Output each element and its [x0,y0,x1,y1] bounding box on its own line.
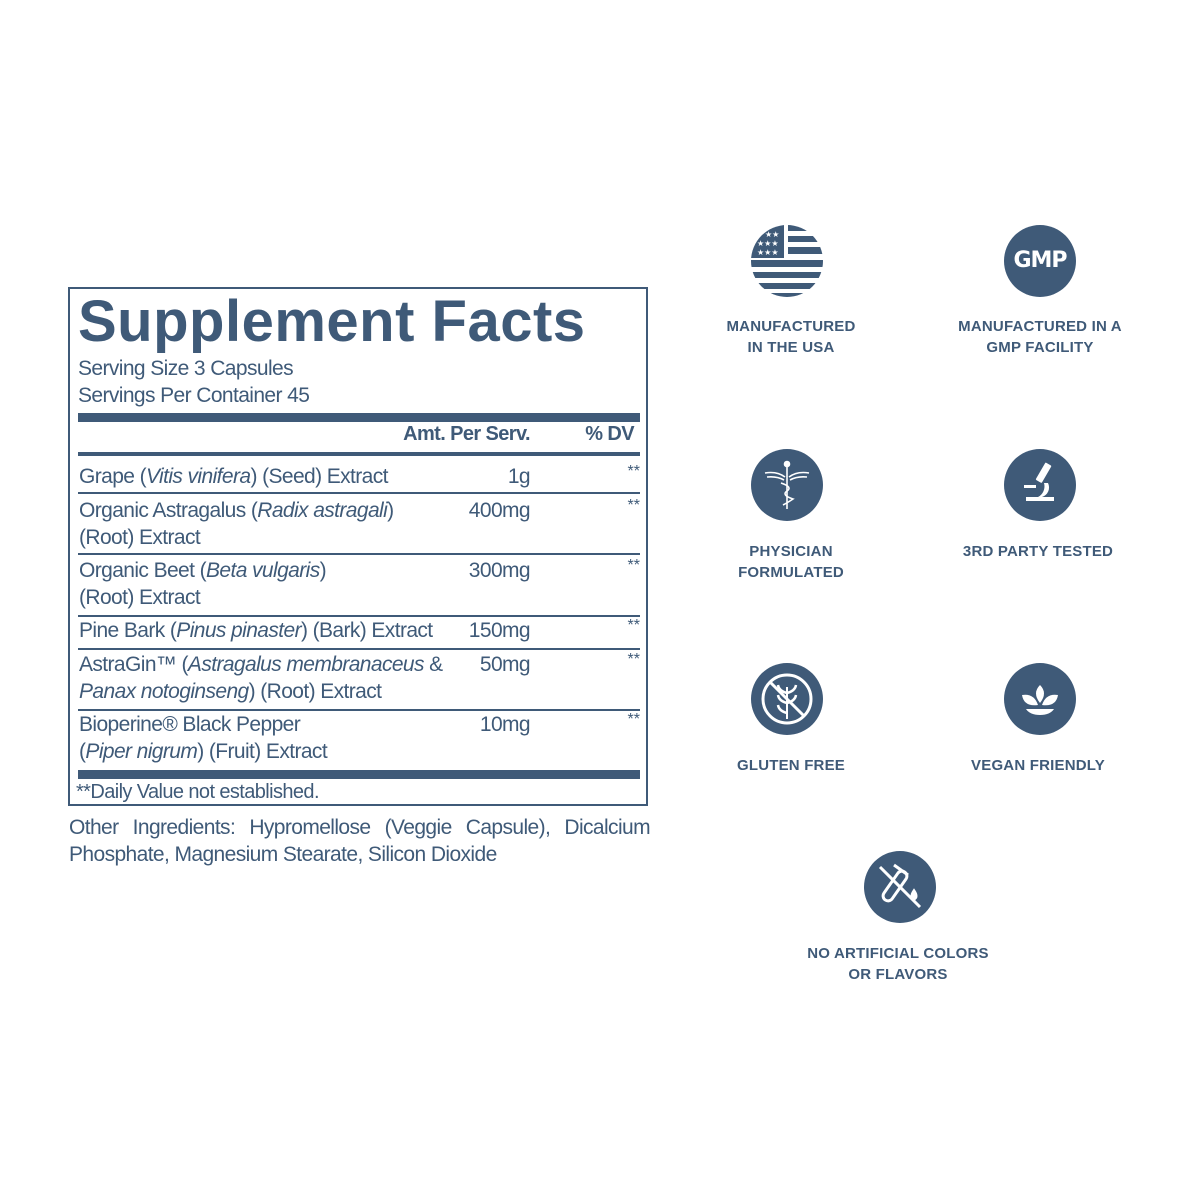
ingredient-dv: ** [627,463,640,480]
ingredient-amount: 300mg [468,559,531,582]
ingredient-name: Bioperine® Black Pepper [79,713,301,736]
panel-title: Supplement Facts [78,289,586,354]
ingredient-dv: ** [627,497,640,514]
caduceus-icon [751,449,823,521]
badge-label-artificial: NO ARTIFICIAL COLORS OR FLAVORS [807,945,989,983]
ingredient-amount: 1g [507,465,531,488]
ingredient-name: Grape (Vitis vinifera) (Seed) Extract [79,465,388,488]
badge-label-vegan: VEGAN FRIENDLY [971,757,1105,774]
row-divider [78,709,640,711]
row-divider [78,648,640,650]
ingredient-amount: 10mg [479,713,531,736]
column-header-dv: % DV [585,423,634,445]
badge-label-usa: MANUFACTURED IN THE USA [726,318,856,356]
svg-text:★★★: ★★★ [757,239,779,248]
ingredient-dv: ** [627,557,640,574]
leaf-icon [1004,663,1076,735]
badge-label-physician: PHYSICIAN FORMULATED [738,543,844,581]
column-header-amount: Amt. Per Serv. [403,423,530,445]
row-divider [78,553,640,555]
row-divider [78,492,640,494]
ingredient-dv: ** [627,711,640,728]
divider-medium [78,452,640,456]
footnote: **Daily Value not established. [76,781,320,803]
divider-thick [78,413,640,422]
microscope-icon [1004,449,1076,521]
no-gluten-icon [751,663,823,735]
ingredient-name: (Root) Extract [79,526,201,549]
row-divider [78,615,640,617]
badge-label-gmp: MANUFACTURED IN A GMP FACILITY [958,318,1122,356]
divider-thick [78,770,640,779]
ingredient-name: Pine Bark (Pinus pinaster) (Bark) Extrac… [79,619,433,642]
ingredient-amount: 50mg [479,653,531,676]
svg-text:★★: ★★ [765,230,779,239]
badge-label-tested: 3RD PARTY TESTED [962,543,1114,560]
ingredient-name: Panax notoginseng) (Root) Extract [79,680,382,703]
ingredient-dv: ** [627,651,640,668]
ingredient-dv: ** [627,617,640,634]
ingredient-amount: 400mg [468,499,531,522]
no-test-tube-icon [864,851,936,923]
ingredient-amount: 150mg [468,619,531,642]
serving-size: Serving Size 3 Capsules [78,357,294,380]
ingredient-name: Organic Astragalus (Radix astragali) [79,499,394,522]
gmp-icon: GMP [1004,225,1076,297]
ingredient-name: AstraGin™ (Astragalus membranaceus & [79,653,443,676]
ingredient-name: (Piper nigrum) (Fruit) Extract [79,740,328,763]
other-ingredients: Other Ingredients: Hypromellose (Veggie … [69,816,651,866]
ingredient-name: Organic Beet (Beta vulgaris) [79,559,327,582]
us-flag-icon: ★★ ★★★ ★★★ [751,225,823,297]
servings-per-container: Servings Per Container 45 [78,384,310,407]
svg-text:★★★: ★★★ [757,248,779,257]
ingredient-name: (Root) Extract [79,586,201,609]
badge-label-gluten: GLUTEN FREE [736,757,846,774]
supplement-facts-panel [68,287,648,806]
